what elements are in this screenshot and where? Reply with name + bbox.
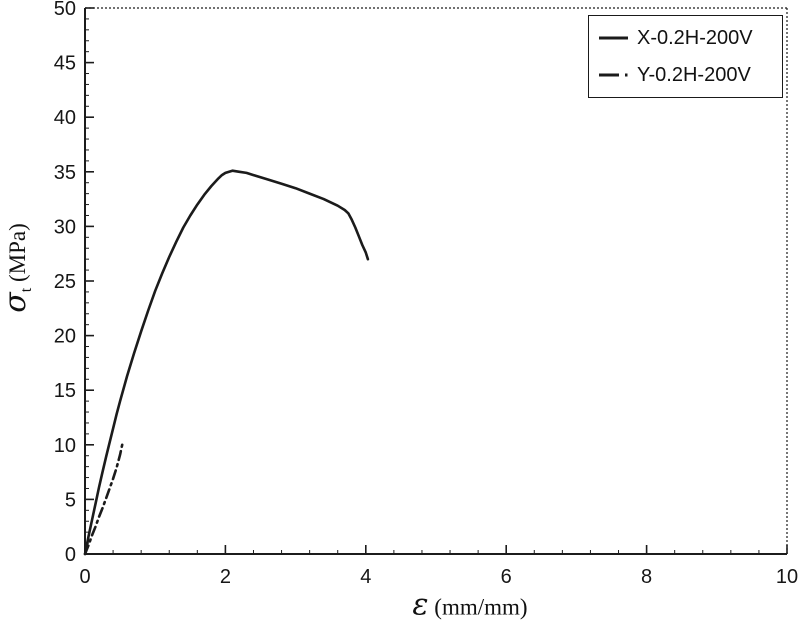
y-tick-label: 30 — [54, 216, 76, 238]
series-curve-Y-0.2H-200V — [83, 440, 125, 556]
y-tick-label: 45 — [54, 53, 76, 75]
epsilon-symbol: ε — [412, 587, 429, 623]
x-tick-label: 4 — [360, 566, 371, 588]
y-tick-label: 10 — [54, 435, 76, 457]
x-axis-unit: (mm/mm) — [434, 594, 528, 620]
y-tick-label: 35 — [54, 162, 76, 184]
sigma-symbol: σ — [0, 292, 33, 313]
y-axis-unit: (MPa) — [5, 223, 30, 283]
legend-label-x-series: X-0.2H-200V — [637, 26, 753, 49]
x-tick-label: 6 — [501, 566, 512, 588]
y-axis-title: σt (MPa) — [0, 223, 36, 312]
legend: X-0.2H-200V Y-0.2H-200V — [588, 15, 783, 98]
solid-line-swatch-icon — [599, 36, 628, 40]
sigma-subscript: t — [18, 287, 35, 293]
y-tick-label: 20 — [54, 326, 76, 348]
x-axis-title: ε (mm/mm) — [412, 588, 527, 623]
legend-label-y-series: Y-0.2H-200V — [637, 63, 751, 86]
x-tick-label: 2 — [220, 566, 231, 588]
y-tick-label: 40 — [54, 107, 76, 129]
series-curve-X-0.2H-200V — [83, 169, 370, 556]
x-tick-label: 10 — [776, 566, 798, 588]
x-tick-label: 8 — [641, 566, 652, 588]
x-tick-label: 0 — [79, 566, 90, 588]
legend-item-y-series: Y-0.2H-200V — [598, 60, 782, 90]
y-tick-label: 5 — [65, 489, 76, 511]
legend-item-x-series: X-0.2H-200V — [598, 23, 782, 53]
dash-dot-line-swatch-icon — [599, 73, 631, 77]
y-tick-label: 25 — [54, 271, 76, 293]
y-tick-label: 0 — [65, 544, 76, 566]
y-tick-label: 15 — [54, 380, 76, 402]
y-tick-label: 50 — [54, 0, 76, 20]
